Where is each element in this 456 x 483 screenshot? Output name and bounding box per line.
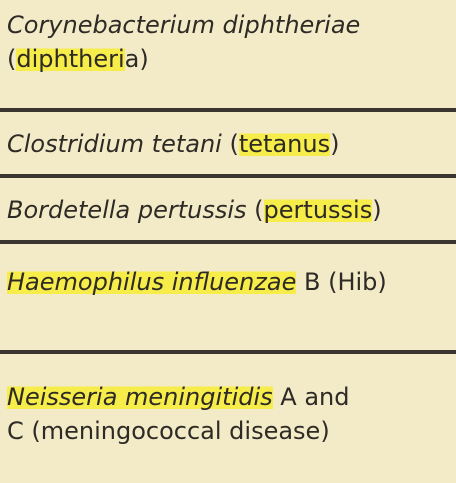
highlighted-disease: tetanus <box>238 130 331 158</box>
divider-rule <box>0 240 456 244</box>
paren-close: ) <box>372 196 382 224</box>
entry-line: (diphtheria) <box>7 42 456 76</box>
entry-haemophilus: Haemophilus influenzae B (Hib) <box>7 265 456 299</box>
entry-neisseria: Neisseria meningitidis A and C (meningoc… <box>7 380 456 448</box>
organism-name-highlighted: Neisseria meningitidis <box>7 383 273 411</box>
divider-rule <box>0 350 456 354</box>
entry-clostridium: Clostridium tetani (tetanus) <box>7 127 456 161</box>
organism-suffix: A and <box>272 383 350 411</box>
paren-open: ( <box>229 130 239 158</box>
highlighted-disease: pertussis <box>263 196 373 224</box>
disease-text: C (meningococcal disease) <box>7 417 330 445</box>
entry-bordetella: Bordetella pertussis (pertussis) <box>7 193 456 227</box>
organism-name: Corynebacterium diphtheriae <box>7 11 361 39</box>
divider-rule <box>0 174 456 178</box>
paren-open: ( <box>7 45 17 73</box>
entry-line: C (meningococcal disease) <box>7 414 456 448</box>
space <box>222 130 230 158</box>
organism-suffix: B (Hib) <box>296 268 387 296</box>
organism-name: Clostridium tetani <box>7 130 222 158</box>
divider-rule <box>0 108 456 112</box>
highlighted-disease: diphtheri <box>16 45 125 73</box>
organism-name-highlighted: Haemophilus influenzae <box>7 268 297 296</box>
paren-open: ( <box>254 196 264 224</box>
paren-close: ) <box>330 130 340 158</box>
organism-name: Bordetella pertussis <box>7 196 247 224</box>
entry-corynebacterium: Corynebacterium diphtheriae (diphtheria) <box>7 8 456 76</box>
entry-line: Corynebacterium diphtheriae <box>7 8 456 42</box>
disease-rest: a) <box>124 45 149 73</box>
entry-line: Neisseria meningitidis A and <box>7 380 456 414</box>
